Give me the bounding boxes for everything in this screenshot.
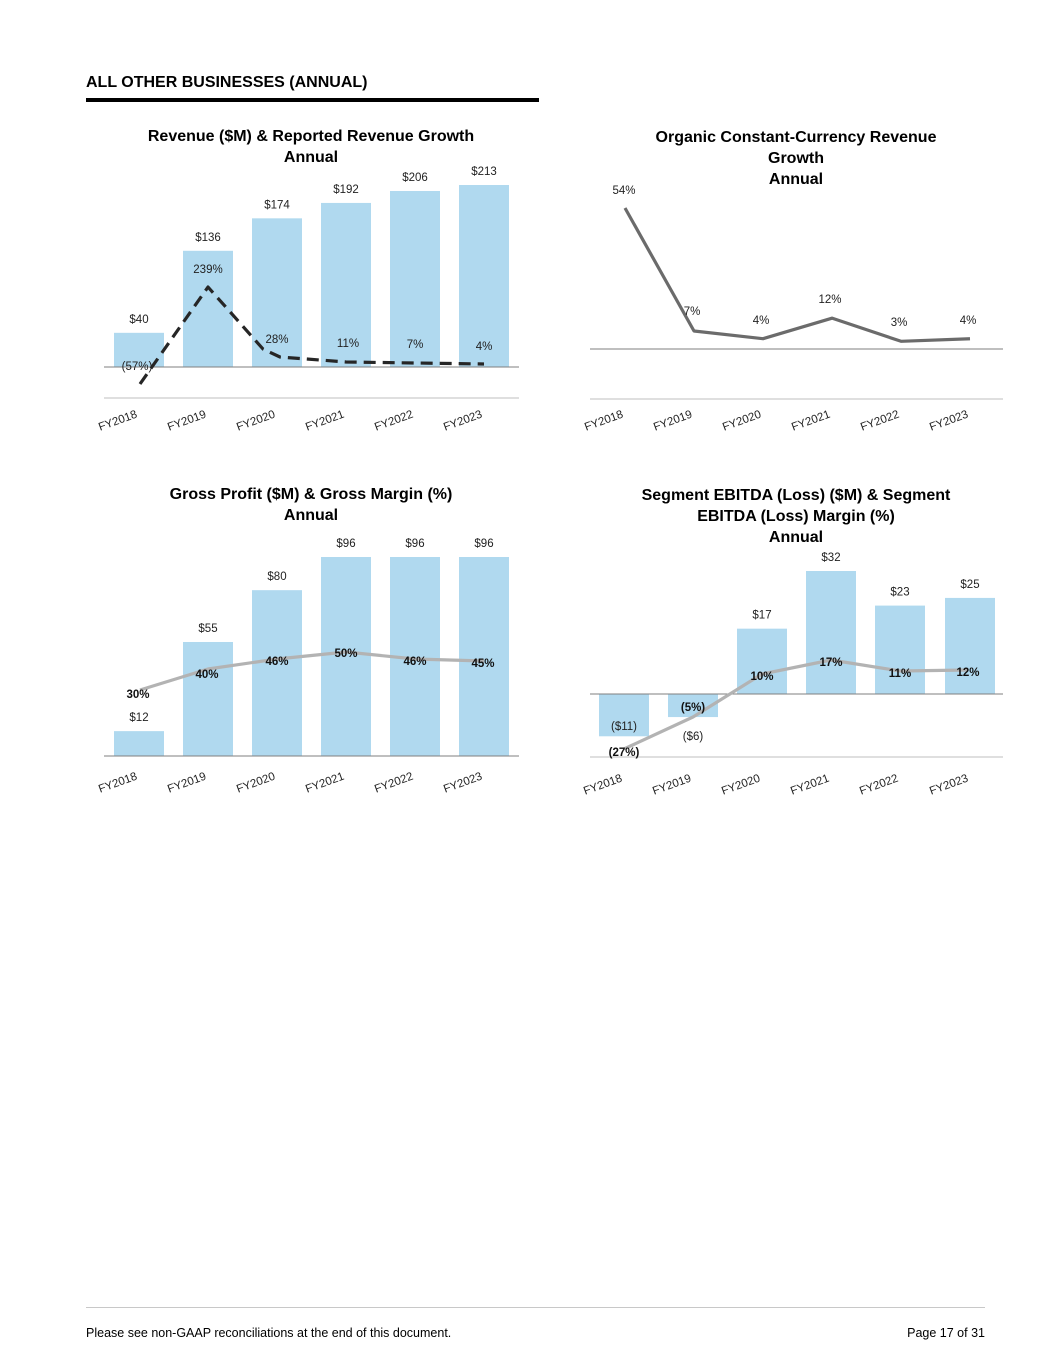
revenue-chart: Revenue ($M) & Reported Revenue Growth An… <box>97 128 519 434</box>
bar-value-label: $55 <box>198 623 217 635</box>
bar-fy2021 <box>321 202 371 367</box>
gross-profit-chart: Gross Profit ($M) & Gross Margin (%) Annu… <box>97 486 519 796</box>
footer-note: Please see non-GAAP reconciliations at t… <box>86 1326 452 1340</box>
bar-fy2020 <box>252 218 302 367</box>
page-number: Page 17 of 31 <box>907 1326 985 1340</box>
line-value-label: 7% <box>407 339 424 351</box>
line-value-label: 4% <box>960 315 977 327</box>
series-line-ebitda <box>623 658 969 751</box>
bar-fy2019 <box>668 694 718 718</box>
line-value-label: (27%) <box>609 747 640 759</box>
x-tick-label: FY2023 <box>928 773 970 798</box>
bar-fy2020 <box>252 590 302 756</box>
bar-value-label: $32 <box>821 552 840 564</box>
chart-title-line: Annual <box>284 149 338 166</box>
chart-title-line: EBITDA (Loss) Margin (%) <box>697 508 895 525</box>
chart-title-line: Gross Profit ($M) & Gross Margin (%) <box>170 486 453 503</box>
line-value-label: 45% <box>471 658 494 670</box>
bar-value-label: $136 <box>195 232 221 244</box>
line-value-label: 11% <box>889 668 911 680</box>
chart-title-line: Growth <box>768 150 824 167</box>
bar-value-label: $96 <box>336 538 355 550</box>
organic-growth-chart: Organic Constant-Currency Revenue Growth A… <box>583 129 1003 434</box>
x-tick-label: FY2021 <box>789 773 831 798</box>
bar-value-label: $213 <box>471 166 497 178</box>
bar-value-label: $80 <box>267 571 286 583</box>
line-value-label: 28% <box>265 334 288 346</box>
bar-value-label: $25 <box>960 579 979 591</box>
bar-fy2019 <box>183 641 233 756</box>
section-title-underline <box>86 98 539 102</box>
bar-value-label: $40 <box>129 314 148 326</box>
chart-title-line: Annual <box>769 529 823 546</box>
footer-divider <box>86 1307 985 1308</box>
bar-fy2018 <box>599 694 649 737</box>
bar-fy2021 <box>321 557 371 756</box>
line-value-label: 3% <box>891 317 908 329</box>
line-value-label: 40% <box>195 669 218 681</box>
series-line-organic <box>623 207 971 343</box>
x-tick-label: FY2019 <box>651 773 693 798</box>
bar-fy2023 <box>459 557 509 756</box>
line-value-label: (57%) <box>122 361 153 373</box>
line-value-label: 46% <box>403 656 426 668</box>
x-tick-label: FY2018 <box>582 773 624 798</box>
chart-title-line: Segment EBITDA (Loss) ($M) & Segment <box>642 487 951 504</box>
line-value-label: 46% <box>265 656 288 668</box>
line-value-label: 10% <box>750 671 773 683</box>
line-value-label: 50% <box>334 648 357 660</box>
series-line-gross <box>139 650 485 692</box>
line-value-label: 239% <box>193 264 222 276</box>
line-value-label: 4% <box>476 341 493 353</box>
chart-title-line: Annual <box>769 171 823 188</box>
series-line-revenue <box>138 285 485 385</box>
line-value-label: 54% <box>612 185 635 197</box>
bar-value-label: ($6) <box>683 731 704 743</box>
chart-title-line: Organic Constant-Currency Revenue <box>656 129 937 146</box>
bar-value-label: ($11) <box>611 721 637 733</box>
line-value-label: 12% <box>956 667 979 679</box>
x-tick-label: FY2020 <box>720 773 762 798</box>
line-value-label: (5%) <box>681 702 705 714</box>
section-title: ALL OTHER BUSINESSES (ANNUAL) <box>86 74 368 91</box>
line-value-label: 4% <box>753 315 770 327</box>
line-value-label: 30% <box>126 689 149 701</box>
bar-value-label: $96 <box>405 538 424 550</box>
bar-value-label: $174 <box>264 199 290 211</box>
chart-title-line: Annual <box>284 507 338 524</box>
bar-value-label: $23 <box>890 587 909 599</box>
bar-fy2022 <box>875 605 925 694</box>
line-value-label: 7% <box>684 306 701 318</box>
x-tick-label: FY2022 <box>858 773 900 798</box>
line-value-label: 12% <box>818 294 841 306</box>
segment-ebitda-chart: Segment EBITDA (Loss) ($M) & Segment EBIT… <box>582 487 1003 798</box>
bar-value-label: $17 <box>752 610 771 622</box>
bar-value-label: $96 <box>474 538 493 550</box>
bar-value-label: $206 <box>402 172 428 184</box>
line-value-label: 11% <box>337 338 359 350</box>
bar-fy2018 <box>114 731 164 756</box>
line-value-label: 17% <box>819 657 842 669</box>
bar-fy2019 <box>183 250 233 367</box>
bar-fy2023 <box>945 597 995 694</box>
bar-fy2023 <box>459 185 509 367</box>
bar-value-label: $12 <box>129 712 148 724</box>
bar-fy2022 <box>390 190 440 367</box>
bar-value-label: $192 <box>333 184 359 196</box>
chart-title-line: Revenue ($M) & Reported Revenue Growth <box>148 128 474 145</box>
bar-fy2021 <box>806 571 856 694</box>
